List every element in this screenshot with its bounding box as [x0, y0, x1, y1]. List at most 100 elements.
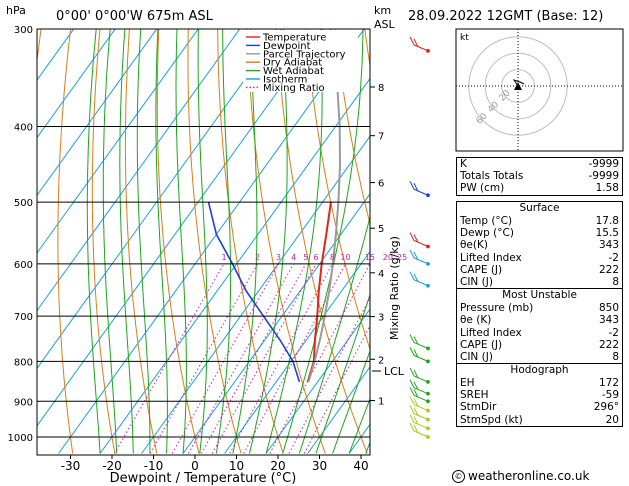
mixing-ratio-line [200, 263, 307, 454]
wind-barb-staff [413, 375, 429, 383]
km-tick-label: 4 [378, 269, 384, 280]
mixing-ratio-label: 3 [276, 253, 281, 262]
km-label: km [374, 4, 391, 17]
wind-barb-staff [413, 240, 429, 247]
dry-adiabat-line [124, 29, 158, 454]
isotherm-line [37, 29, 75, 81]
mixing-ratio-line [149, 263, 259, 454]
temperature-profile [306, 201, 332, 383]
asl-label: ASL [374, 18, 396, 31]
hodograph-row: StmSpd (kt) 20 [460, 413, 619, 426]
wind-barb-feather [413, 398, 419, 407]
mixing-ratio-label: 10 [340, 253, 350, 262]
wind-barb-feather [409, 334, 415, 343]
isotherm-line [37, 29, 199, 254]
pressure-tick-label: 900 [14, 397, 33, 408]
mixing-ratio-line [303, 324, 370, 454]
most-unstable-row: CAPE (J) 222 [460, 338, 619, 351]
wind-barb-staff [413, 413, 429, 421]
wind-barb-dot [426, 48, 430, 53]
wind-barb-dot [426, 417, 430, 422]
wind-barb-dot [426, 380, 430, 384]
wind-barb-feather [409, 36, 415, 46]
km-tick-label: 8 [378, 83, 384, 94]
wind-barb [409, 232, 430, 249]
isotherm-line [182, 193, 370, 454]
wind-barb-feather [413, 381, 419, 390]
dewpoint-profile [207, 201, 301, 383]
site-link[interactable]: weatheronline.co.uk [468, 469, 590, 483]
legend-label: Wet Adiabat [263, 66, 324, 77]
wind-barb-feather [409, 367, 415, 377]
wet-adiabat-line [232, 29, 258, 454]
wind-barb-feather [409, 379, 415, 388]
wind-barb [409, 387, 430, 404]
dry-adiabat-line [57, 29, 74, 454]
pressure-tick-label: 300 [14, 25, 33, 36]
x-axis-label: Dewpoint / Temperature (°C) [110, 471, 297, 486]
mixing-ratio-line [269, 263, 370, 454]
wind-barb [409, 422, 430, 439]
wet-adiabat-line [215, 29, 232, 454]
dry-adiabat-line [246, 29, 326, 454]
isotherm-line [99, 77, 370, 454]
wet-adiabat-line [136, 29, 151, 454]
wind-barb-feather [409, 347, 415, 356]
indices-table: K -9999 Totals Totals -9999 PW (cm) 1.58 [456, 157, 623, 196]
wind-barb [409, 181, 430, 198]
wind-barb-feather [413, 389, 419, 398]
dry-adiabat-line [156, 29, 200, 454]
wind-barb-dot [426, 426, 430, 431]
wind-barb-feather [409, 271, 415, 280]
wet-adiabat-line [86, 29, 101, 454]
wet-adiabat-line [119, 29, 134, 454]
mixing-ratio-line [188, 263, 295, 454]
wet-adiabat-line [282, 29, 364, 454]
wind-barb-feather [413, 369, 419, 379]
storm-motion-icon [514, 82, 522, 90]
surface-row: Lifted Index -2 [460, 251, 619, 264]
parcel-trajectory-profile [307, 29, 342, 383]
wind-barb-dot [426, 391, 430, 396]
index-row-k: K -9999 [460, 158, 619, 170]
lcl-label: LCL [384, 365, 405, 378]
mixing-ratio-axis-label: Mixing Ratio (g/kg) [388, 236, 401, 340]
pressure-tick-label: 400 [14, 122, 33, 133]
mixing-ratio-label: 6 [313, 253, 318, 262]
wind-barb-feather [409, 414, 415, 423]
wind-barb-dot [426, 193, 430, 198]
wet-adiabat-line [102, 29, 118, 454]
hodograph-row: StmDir 296° [460, 401, 619, 414]
wind-barb-feather [413, 424, 419, 434]
wet-adiabat-line [155, 29, 168, 454]
km-tick-label: 5 [378, 224, 384, 235]
wind-barbs [409, 36, 430, 439]
wind-barb-staff [413, 279, 429, 287]
legend-label: Parcel Trajectory [263, 49, 346, 60]
isotherm-line [37, 29, 116, 139]
mixing-ratio-label: 25 [397, 253, 407, 262]
hodograph-row: SREH -59 [460, 389, 619, 402]
wind-barb-staff [413, 354, 429, 362]
mixing-ratio-label: 20 [383, 253, 393, 262]
most-unstable-section: Most Unstable Pressure (mb) 850 θe (K) 343… [457, 288, 622, 363]
stability-table: Surface Temp (°C) 17.8 Dewp (°C) 15.5 θe(K… [456, 201, 623, 427]
wind-barb-staff [413, 188, 429, 196]
dry-adiabat-line [275, 29, 368, 454]
hpa-label: hPa [6, 4, 26, 17]
isotherm-line [307, 365, 370, 454]
wet-adiabat-line [315, 293, 370, 454]
hodograph-unit-label: kt [460, 33, 469, 43]
wind-barb-feather [409, 249, 415, 259]
most-unstable-row: Pressure (mb) 850 [460, 302, 619, 315]
wind-barb [409, 367, 430, 384]
mixing-ratio-label: 5 [303, 253, 308, 262]
wind-barb-feather [413, 234, 419, 243]
mixing-ratio-label: 8 [330, 253, 335, 262]
wind-barb-feather [409, 387, 415, 396]
hodograph-section: Hodograph EH 172 SREH -59 StmDir 296° StmSp… [457, 363, 622, 426]
plot-frame [36, 28, 371, 456]
wind-barb [409, 36, 430, 53]
wind-barb-dot [426, 359, 430, 364]
wind-barb-staff [413, 257, 429, 265]
